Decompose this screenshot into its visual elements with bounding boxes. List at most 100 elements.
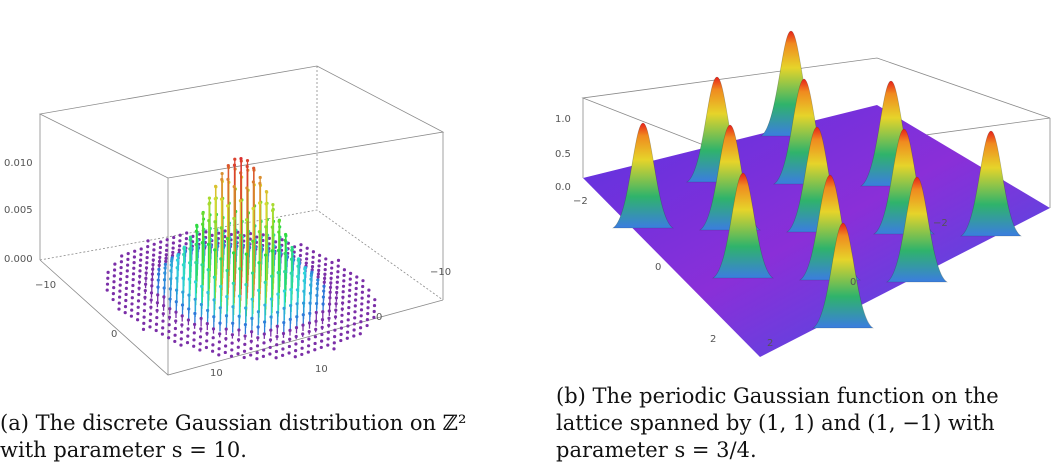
- data-point: [180, 330, 184, 334]
- data-point: [152, 242, 156, 246]
- data-point: [158, 245, 162, 250]
- data-point: [318, 253, 322, 257]
- data-point: [171, 250, 175, 254]
- data-point: [244, 306, 248, 310]
- data-point: [138, 263, 142, 268]
- data-point: [336, 264, 340, 268]
- data-point: [223, 234, 227, 239]
- data-point: [290, 245, 294, 250]
- figure-b-right-axis-ticks: −2 0 2: [767, 218, 948, 349]
- data-point: [212, 298, 216, 302]
- data-point: [327, 323, 331, 328]
- data-point: [126, 252, 130, 256]
- data-point: [217, 340, 221, 344]
- data-point: [316, 272, 320, 276]
- data-point: [281, 353, 285, 357]
- data-point: [237, 328, 241, 332]
- data-point: [320, 325, 324, 329]
- data-point: [170, 259, 174, 263]
- data-point: [168, 297, 172, 301]
- data-point: [165, 243, 169, 247]
- data-point: [185, 231, 189, 235]
- data-point: [125, 269, 129, 273]
- data-point: [276, 248, 281, 253]
- data-point: [341, 301, 345, 305]
- data-point: [182, 252, 186, 257]
- data-point: [302, 279, 306, 283]
- data-point: [361, 284, 365, 289]
- data-point: [145, 250, 149, 254]
- data-point: [194, 229, 198, 233]
- data-point: [313, 348, 317, 352]
- data-point: [118, 289, 122, 293]
- data-point: [256, 325, 260, 329]
- data-point: [161, 319, 165, 323]
- data-point: [229, 354, 234, 358]
- data-point: [167, 323, 171, 327]
- data-point: [133, 249, 137, 253]
- data-point: [111, 292, 115, 296]
- data-point: [152, 253, 156, 257]
- data-point: [255, 350, 259, 355]
- data-point: [289, 271, 293, 275]
- data-point: [301, 323, 305, 327]
- data-point: [123, 311, 127, 315]
- data-point: [329, 276, 333, 280]
- data-point: [131, 277, 135, 282]
- data-point: [307, 321, 312, 325]
- data-point: [136, 318, 140, 322]
- data-point: [302, 301, 306, 305]
- data-point: [217, 231, 221, 235]
- data-point: [168, 287, 172, 291]
- data-point: [235, 236, 240, 240]
- data-point: [324, 257, 328, 261]
- data-point: [177, 248, 181, 252]
- data-point: [182, 246, 186, 251]
- data-point: [323, 276, 327, 280]
- data-point: [144, 282, 148, 286]
- data-point: [314, 327, 318, 331]
- data-point: [239, 157, 243, 161]
- data-point: [290, 248, 294, 252]
- data-point: [172, 235, 176, 240]
- data-point: [145, 261, 149, 265]
- data-point: [239, 171, 243, 175]
- data-point: [213, 220, 217, 224]
- data-point: [161, 326, 165, 330]
- data-point: [225, 268, 229, 273]
- data-point: [292, 245, 297, 249]
- data-point: [366, 306, 370, 310]
- data-point: [251, 239, 255, 243]
- data-point: [326, 343, 330, 347]
- data-point: [167, 315, 172, 319]
- data-point: [271, 208, 275, 213]
- data-point: [154, 328, 158, 333]
- data-point: [288, 337, 292, 341]
- data-point: [213, 248, 217, 252]
- data-point: [261, 238, 265, 243]
- data-point: [126, 263, 130, 267]
- data-point: [157, 267, 161, 271]
- data-point: [106, 276, 110, 280]
- data-point: [352, 322, 356, 326]
- data-point: [355, 275, 359, 279]
- data-point: [333, 328, 337, 332]
- data-point: [194, 242, 198, 247]
- data-point: [263, 280, 267, 284]
- data-point: [192, 338, 196, 342]
- data-point: [143, 302, 147, 306]
- data-point: [328, 290, 332, 294]
- data-point: [204, 345, 208, 350]
- data-point: [245, 164, 249, 169]
- data-point: [301, 332, 305, 336]
- data-point: [143, 295, 147, 299]
- data-point: [347, 305, 351, 310]
- data-point: [211, 327, 216, 331]
- data-point: [154, 322, 159, 326]
- data-point: [157, 259, 162, 264]
- data-point: [163, 266, 167, 270]
- data-point: [230, 333, 234, 337]
- data-point: [256, 310, 260, 314]
- data-point: [276, 270, 280, 275]
- data-point: [211, 349, 215, 353]
